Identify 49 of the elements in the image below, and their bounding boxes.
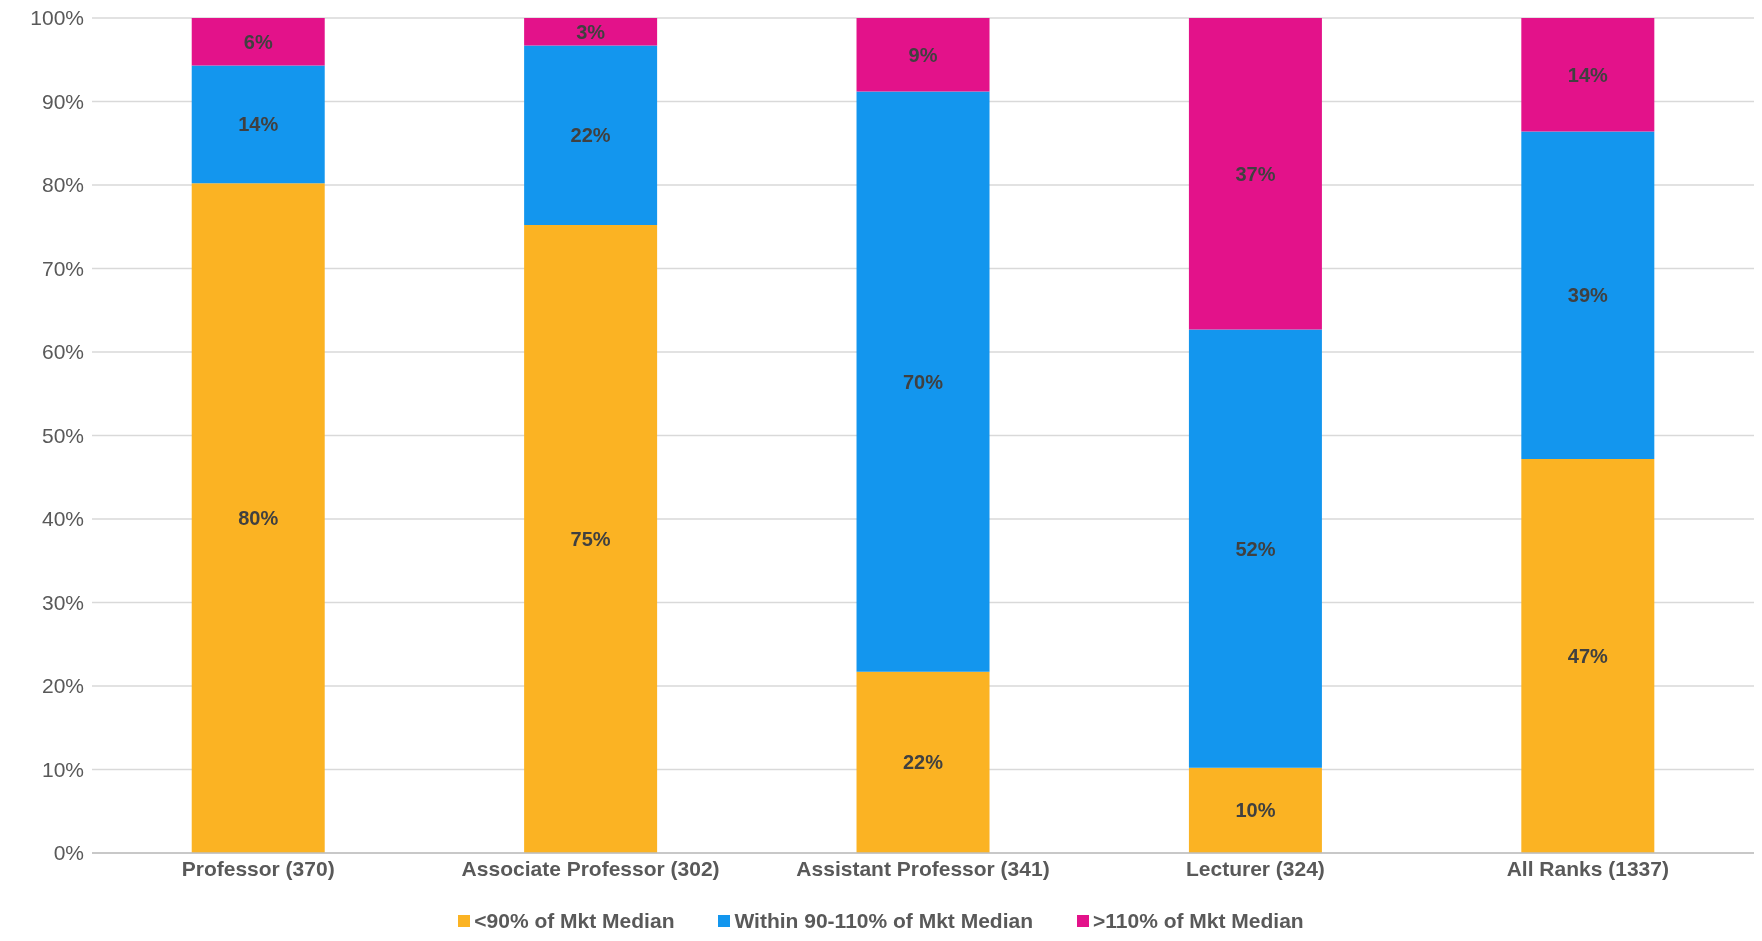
y-tick-label: 50% — [41, 423, 84, 447]
data-label: 39% — [1567, 284, 1609, 307]
y-tick-label: 100% — [30, 6, 84, 30]
bar — [524, 18, 658, 46]
legend-label: >110% of Mkt Median — [1092, 909, 1304, 933]
bar — [856, 18, 990, 92]
y-tick-label: 10% — [41, 757, 84, 781]
data-label: 75% — [570, 528, 611, 551]
y-tick-label: 20% — [41, 674, 84, 698]
data-label: 22% — [903, 751, 944, 774]
bar — [1188, 329, 1322, 768]
bar — [1188, 18, 1322, 330]
bar — [524, 45, 658, 226]
y-tick-label: 70% — [41, 256, 84, 280]
x-tick-label: Professor (370) — [181, 856, 335, 880]
data-label: 14% — [1567, 63, 1609, 86]
data-label: 70% — [903, 370, 944, 393]
data-label: 22% — [570, 124, 611, 147]
bar — [191, 183, 325, 853]
x-tick-label: Associate Professor (302) — [461, 856, 720, 880]
y-tick-label: 40% — [41, 507, 84, 531]
data-label: 37% — [1235, 162, 1276, 185]
y-tick-label: 30% — [41, 590, 84, 614]
data-label: 3% — [576, 20, 606, 43]
data-label: 10% — [1235, 799, 1276, 822]
bar — [191, 65, 325, 184]
x-tick-label: All Ranks (1337) — [1506, 856, 1669, 880]
bar — [856, 91, 990, 672]
x-tick-label: Assistant Professor (341) — [796, 856, 1050, 880]
y-tick-label: 80% — [41, 173, 84, 197]
data-label: 6% — [243, 30, 273, 53]
y-tick-label: 0% — [53, 841, 84, 865]
bar — [1521, 131, 1655, 459]
data-label: 9% — [908, 43, 938, 66]
data-label: 80% — [238, 507, 279, 530]
bar — [1521, 18, 1655, 132]
bar — [524, 225, 658, 853]
x-tick-label: Lecturer (324) — [1185, 856, 1325, 880]
bar — [856, 671, 990, 853]
bar — [1188, 767, 1322, 853]
data-label: 47% — [1567, 644, 1609, 667]
data-label: 52% — [1235, 537, 1276, 560]
data-label: 14% — [238, 113, 279, 136]
bar — [1521, 458, 1655, 853]
legend-label: Within 90-110% of Mkt Median — [733, 909, 1033, 933]
legend-label: <90% of Mkt Median — [473, 909, 675, 933]
y-tick-label: 90% — [41, 89, 84, 113]
y-tick-label: 60% — [41, 340, 84, 364]
bar — [191, 18, 325, 66]
